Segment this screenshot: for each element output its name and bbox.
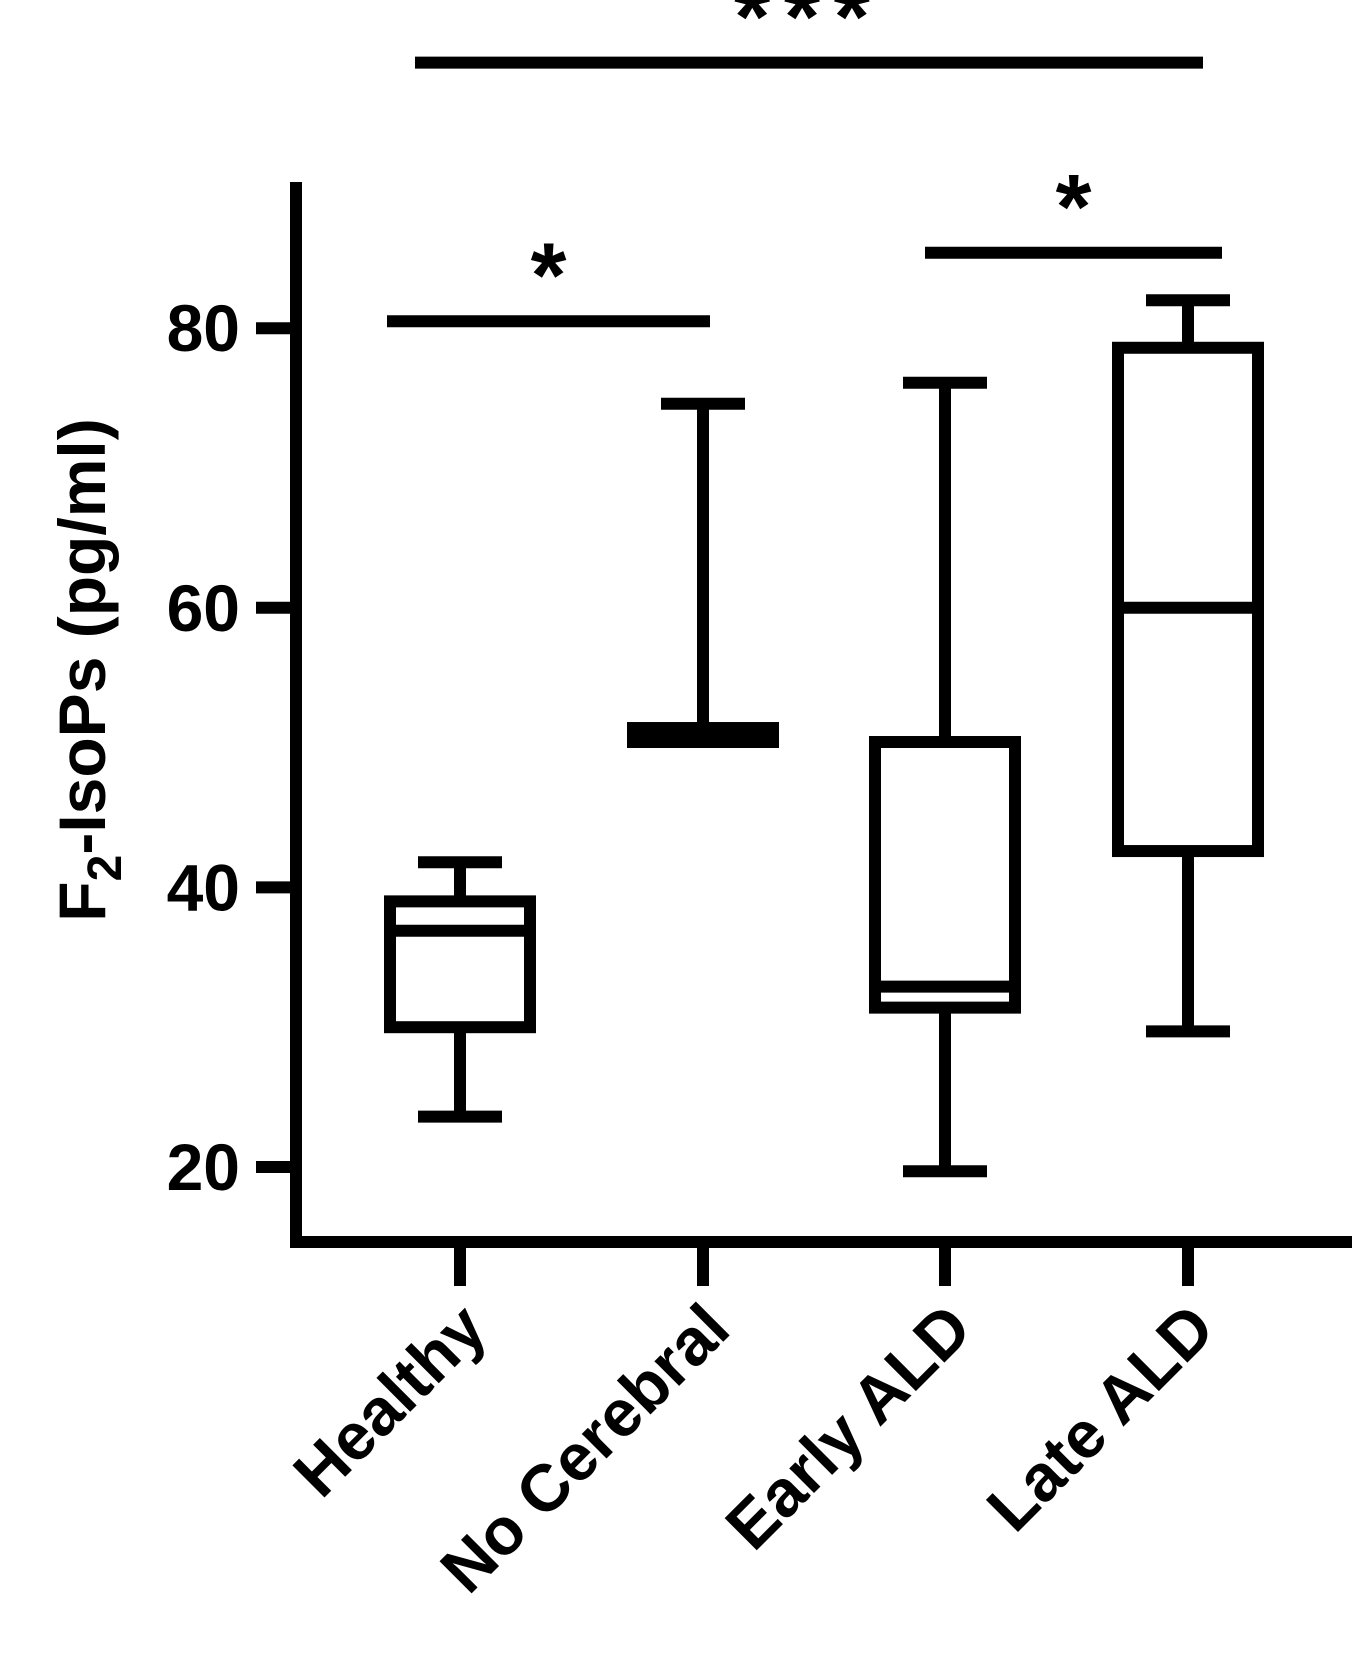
x-tick-label-late-ald: Late ALD bbox=[972, 1290, 1227, 1545]
y-axis-title-subscript: 2 bbox=[79, 855, 132, 882]
y-tick-label-20: 20 bbox=[167, 1130, 240, 1204]
y-tick-label-80: 80 bbox=[167, 291, 240, 365]
y-axis-title: F2-IsoPs (pg/ml) bbox=[45, 418, 132, 921]
y-axis-title-main: F bbox=[45, 881, 119, 921]
y-axis-title-rest: -IsoPs (pg/ml) bbox=[45, 418, 119, 854]
y-tick-label-40: 40 bbox=[167, 850, 240, 924]
x-tick-label-early-ald: Early ALD bbox=[711, 1290, 985, 1564]
box-late-ald bbox=[1112, 341, 1264, 858]
box-early-ald bbox=[869, 736, 1021, 1014]
significance-label-2: *** bbox=[734, 0, 883, 69]
x-tick-label-healthy: Healthy bbox=[279, 1289, 500, 1510]
significance-label-0: * bbox=[531, 225, 567, 327]
box-healthy bbox=[384, 895, 536, 1034]
y-tick-label-60: 60 bbox=[167, 571, 240, 645]
significance-label-1: * bbox=[1056, 157, 1092, 259]
